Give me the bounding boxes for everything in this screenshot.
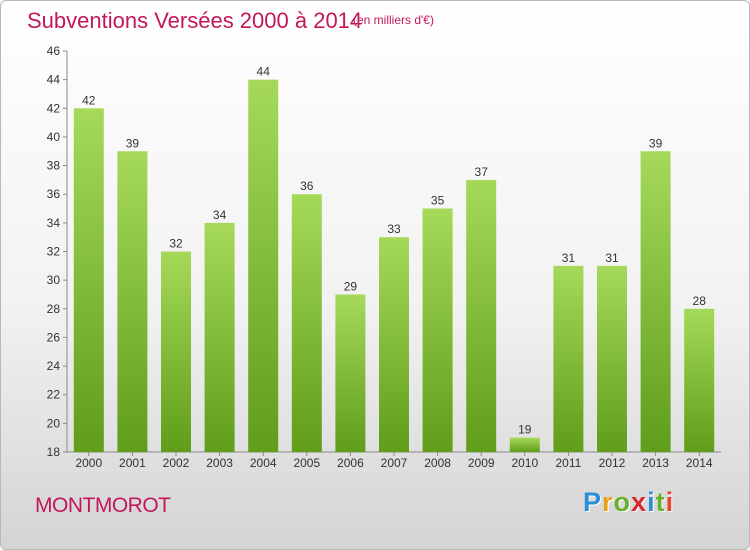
bar-value-label: 36 — [300, 179, 314, 193]
bar — [291, 194, 322, 452]
y-tick-label: 20 — [47, 416, 61, 430]
x-tick-label: 2010 — [511, 456, 538, 470]
y-tick-label: 40 — [47, 130, 61, 144]
bar-value-label: 33 — [387, 222, 401, 236]
logo-letter: o — [613, 487, 632, 517]
x-tick-label: 2009 — [468, 456, 495, 470]
y-tick-label: 26 — [47, 330, 61, 344]
x-tick-label: 2014 — [686, 456, 713, 470]
bar — [248, 79, 279, 453]
bar-value-label: 35 — [431, 194, 445, 208]
y-tick-label: 22 — [47, 388, 61, 402]
bar-value-label: 28 — [693, 294, 707, 308]
bar — [597, 265, 627, 452]
bar-value-label: 39 — [649, 136, 663, 150]
logo-letter: x — [631, 487, 648, 517]
bar — [161, 251, 191, 452]
bar — [117, 151, 148, 452]
y-tick-label: 28 — [47, 302, 61, 316]
y-tick-label: 30 — [47, 273, 61, 287]
y-tick-label: 46 — [47, 44, 61, 58]
bar — [73, 108, 104, 453]
y-tick-label: 24 — [47, 359, 61, 373]
x-tick-label: 2008 — [424, 456, 451, 470]
bar — [422, 208, 453, 452]
y-tick-label: 32 — [47, 245, 61, 259]
x-tick-label: 2007 — [381, 456, 408, 470]
y-tick-label: 38 — [47, 159, 61, 173]
y-tick-label: 34 — [47, 216, 61, 230]
bar-value-label: 19 — [518, 423, 532, 437]
x-tick-label: 2003 — [206, 456, 233, 470]
logo-letter: i — [665, 487, 675, 517]
bar — [335, 294, 366, 452]
x-tick-label: 2004 — [250, 456, 277, 470]
bar-value-label: 31 — [562, 251, 576, 265]
bar-value-label: 29 — [344, 279, 358, 293]
logo-letter: i — [647, 487, 656, 517]
y-tick-label: 18 — [47, 445, 61, 459]
logo-letter: P — [583, 487, 603, 517]
x-tick-label: 2006 — [337, 456, 364, 470]
bar — [466, 179, 497, 452]
bar — [640, 151, 671, 452]
bar-value-label: 44 — [257, 65, 271, 79]
proxiti-logo: Proxiti — [583, 487, 674, 518]
x-tick-label: 2002 — [163, 456, 190, 470]
unit-label: (en milliers d'€) — [353, 13, 434, 27]
bar — [204, 222, 235, 452]
bar-value-label: 37 — [475, 165, 489, 179]
y-tick-label: 44 — [47, 73, 61, 87]
commune-name: MONTMOROT — [35, 494, 171, 517]
x-tick-label: 2001 — [119, 456, 146, 470]
x-tick-label: 2012 — [599, 456, 626, 470]
bar — [379, 237, 409, 452]
x-tick-label: 2013 — [642, 456, 669, 470]
x-tick-label: 2005 — [293, 456, 320, 470]
bar — [684, 308, 715, 452]
y-tick-label: 36 — [47, 187, 61, 201]
bar-value-label: 32 — [169, 237, 183, 251]
x-tick-label: 2011 — [555, 456, 581, 470]
bar-value-label: 34 — [213, 208, 227, 222]
y-tick-label: 42 — [47, 101, 61, 115]
chart-title: Subventions Versées 2000 à 2014 — [27, 8, 363, 33]
bar-value-label: 39 — [126, 136, 140, 150]
bar — [553, 265, 584, 452]
bar-value-label: 31 — [605, 251, 619, 265]
bar-value-label: 42 — [82, 93, 96, 107]
x-tick-label: 2000 — [75, 456, 102, 470]
bar — [509, 437, 540, 452]
logo-letter: r — [602, 487, 614, 517]
logo-letter: t — [655, 487, 666, 517]
